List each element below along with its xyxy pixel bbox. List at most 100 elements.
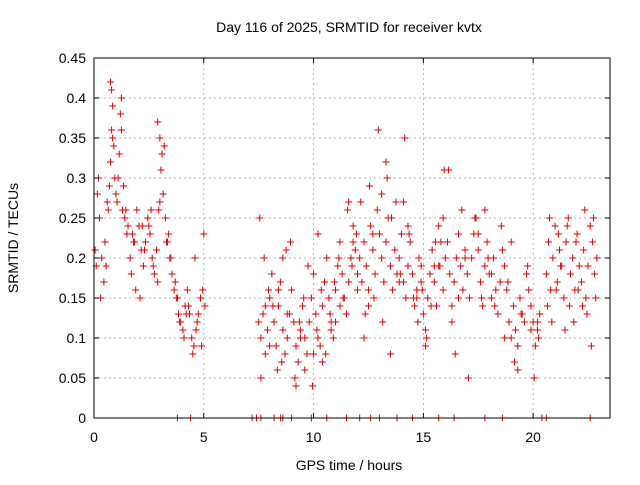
data-point <box>583 310 591 318</box>
data-point <box>147 206 155 214</box>
data-point <box>165 230 173 238</box>
data-point <box>375 230 383 238</box>
data-point <box>167 254 175 262</box>
data-point <box>364 286 372 294</box>
data-point <box>422 342 430 350</box>
data-point <box>188 334 196 342</box>
data-point <box>535 334 543 342</box>
data-point <box>138 222 146 230</box>
data-point <box>531 342 539 350</box>
data-point <box>339 294 347 302</box>
data-point <box>383 174 391 182</box>
data-point <box>343 310 351 318</box>
data-point <box>270 318 278 326</box>
data-point <box>370 294 378 302</box>
data-point <box>263 326 271 334</box>
data-point <box>417 262 425 270</box>
data-point <box>360 238 368 246</box>
x-tick-label: 0 <box>90 429 98 445</box>
data-point <box>173 294 181 302</box>
data-point <box>358 278 366 286</box>
data-point <box>101 238 109 246</box>
data-point <box>110 142 118 150</box>
data-point <box>441 254 449 262</box>
y-tick-label: 0 <box>78 410 86 426</box>
data-point <box>471 214 479 222</box>
data-point <box>548 318 556 326</box>
data-point <box>266 342 274 350</box>
data-point <box>274 286 282 294</box>
data-point <box>373 206 381 214</box>
data-point <box>154 278 162 286</box>
data-point <box>326 310 334 318</box>
grid-lines <box>94 58 610 418</box>
data-point <box>396 270 404 278</box>
data-point <box>366 182 374 190</box>
data-point <box>509 302 517 310</box>
data-point <box>120 182 128 190</box>
data-point <box>459 286 467 294</box>
data-point <box>196 294 204 302</box>
data-point <box>552 286 560 294</box>
data-point <box>413 294 421 302</box>
data-point <box>142 238 150 246</box>
data-point <box>161 214 169 222</box>
axis-tick-labels: 0 0.05 0.1 0.15 0.2 0.25 0.3 0.35 0.4 0.45 0 5 10 15 2… <box>59 50 541 445</box>
data-point <box>561 326 569 334</box>
data-point <box>458 206 466 214</box>
data-point <box>362 262 370 270</box>
data-point <box>322 350 330 358</box>
data-point <box>474 246 482 254</box>
data-point <box>171 278 179 286</box>
data-point <box>112 190 120 198</box>
data-point <box>281 350 289 358</box>
data-point <box>574 286 582 294</box>
data-point <box>549 254 557 262</box>
x-tick-label: 20 <box>525 429 541 445</box>
data-point <box>451 350 459 358</box>
data-point <box>445 166 453 174</box>
data-point <box>184 302 192 310</box>
data-point <box>314 230 322 238</box>
data-point <box>496 278 504 286</box>
data-point <box>514 366 522 374</box>
data-point <box>351 246 359 254</box>
data-point <box>256 214 264 222</box>
data-point <box>360 334 368 342</box>
data-point <box>199 286 207 294</box>
data-point <box>154 118 162 126</box>
data-point <box>430 278 438 286</box>
data-point <box>468 254 476 262</box>
data-point <box>588 238 596 246</box>
data-point <box>450 278 458 286</box>
data-point <box>392 198 400 206</box>
data-point <box>130 238 138 246</box>
data-point <box>200 230 208 238</box>
data-point <box>566 270 574 278</box>
data-point <box>201 302 209 310</box>
data-point <box>380 278 388 286</box>
data-point <box>581 206 589 214</box>
data-point <box>105 182 113 190</box>
data-point <box>314 334 322 342</box>
data-point <box>414 318 422 326</box>
data-point <box>316 342 324 350</box>
data-point <box>296 326 304 334</box>
data-point <box>150 270 158 278</box>
data-point <box>507 238 515 246</box>
data-point <box>313 326 321 334</box>
data-point <box>517 310 525 318</box>
data-point <box>476 278 484 286</box>
data-point <box>291 374 299 382</box>
data-point <box>183 286 191 294</box>
data-point <box>102 262 110 270</box>
data-point <box>411 302 419 310</box>
data-point <box>344 206 352 214</box>
data-point <box>505 318 513 326</box>
data-point <box>269 302 277 310</box>
data-point <box>121 214 129 222</box>
data-point <box>329 334 337 342</box>
data-point <box>418 286 426 294</box>
axis-ticks <box>93 57 610 419</box>
